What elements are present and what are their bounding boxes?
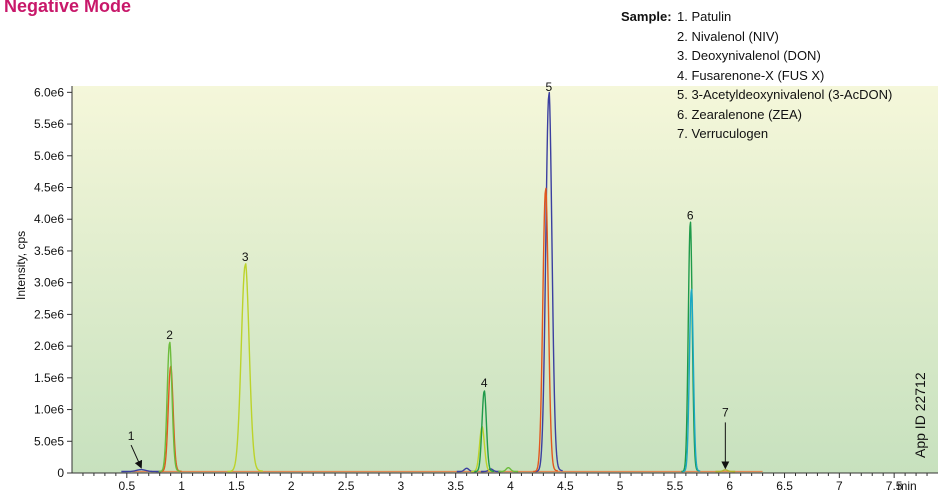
legend-item: 5. 3-Acetyldeoxynivalenol (3-AcDON) — [677, 87, 893, 102]
x-tick-label: 4 — [507, 479, 514, 493]
x-tick-label: 6.5 — [776, 479, 793, 493]
x-tick-label: 3 — [398, 479, 405, 493]
y-tick-label: 3.5e6 — [34, 244, 64, 258]
y-axis-label: Intensity, cps — [14, 230, 28, 300]
peak-label: 2 — [166, 328, 173, 342]
x-tick-label: 1.5 — [228, 479, 245, 493]
x-tick-label: 3.5 — [447, 479, 464, 493]
y-tick-label: 2.5e6 — [34, 307, 64, 321]
axes: 0 5.0e5 1.0e6 1.5e6 2.0e6 2.5e6 3.0e6 3.5e6 4.0e… — [34, 85, 938, 493]
x-tick-label: 6 — [726, 479, 733, 493]
legend-item: 4. Fusarenone-X (FUS X) — [677, 67, 825, 83]
peak-trace — [227, 263, 264, 473]
legend-item: 7. Verruculogen — [677, 126, 769, 141]
x-tick-label: 2 — [288, 479, 295, 493]
y-tick-label: 0 — [57, 466, 64, 480]
app-id-label: App ID 22712 — [912, 372, 928, 458]
peak-trace — [680, 221, 700, 473]
x-tick-label: 5.5 — [667, 479, 684, 493]
series-traces — [121, 91, 763, 473]
peak-trace — [534, 91, 563, 473]
peak-trace — [121, 468, 161, 473]
y-tick-label: 1.5e6 — [34, 371, 64, 385]
x-axis-label: min — [897, 479, 916, 493]
page-title: Negative Mode — [4, 0, 132, 16]
y-tick-label: 1.0e6 — [34, 403, 64, 417]
x-tick-label: 5 — [617, 479, 624, 493]
peak-trace — [498, 466, 519, 473]
x-tick-label: 2.5 — [338, 479, 355, 493]
y-tick-label: 4.5e6 — [34, 181, 64, 195]
peak-label: 5 — [546, 80, 553, 94]
peak-trace — [532, 187, 559, 473]
x-tick-label: 0.5 — [118, 479, 135, 493]
legend-heading: Sample: — [621, 9, 672, 24]
peak-trace — [473, 390, 495, 473]
peak-labels: 1 2 3 4 5 6 7 — [128, 80, 730, 470]
legend-item: 1. Patulin — [677, 9, 732, 24]
peak-label: 4 — [481, 376, 488, 390]
legend-item: 2. Nivalenol (NIV) — [677, 28, 779, 44]
y-tick-label: 5.0e5 — [34, 434, 64, 448]
plot-background — [72, 86, 938, 473]
peak-trace — [682, 288, 701, 473]
y-tick-label: 5.0e6 — [34, 149, 64, 163]
y-tick-label: 3.0e6 — [34, 276, 64, 290]
peak-arrow — [130, 444, 143, 469]
legend-list: 1. Patulin 2. Nivalenol (NIV) 3. Deoxyni… — [677, 7, 892, 144]
y-tick-label: 2.0e6 — [34, 339, 64, 353]
x-tick-label: 7 — [836, 479, 843, 493]
x-tick-label: 1 — [178, 479, 185, 493]
y-tick-label: 4.0e6 — [34, 212, 64, 226]
peak-trace — [715, 469, 736, 473]
peak-trace — [158, 341, 181, 473]
peak-label: 3 — [242, 250, 249, 264]
x-tick-label: 4.5 — [557, 479, 574, 493]
peak-label: 1 — [128, 429, 135, 443]
y-tick-label: 6.0e6 — [34, 85, 64, 99]
legend-item: 3. Deoxynivalenol (DON) — [677, 48, 821, 63]
peak-label: 7 — [722, 405, 729, 419]
x-tick-label: 7.5 — [886, 479, 903, 493]
legend-item: 6. Zearalenone (ZEA) — [677, 106, 803, 122]
y-tick-label: 5.5e6 — [34, 117, 64, 131]
peak-label: 6 — [687, 209, 694, 223]
